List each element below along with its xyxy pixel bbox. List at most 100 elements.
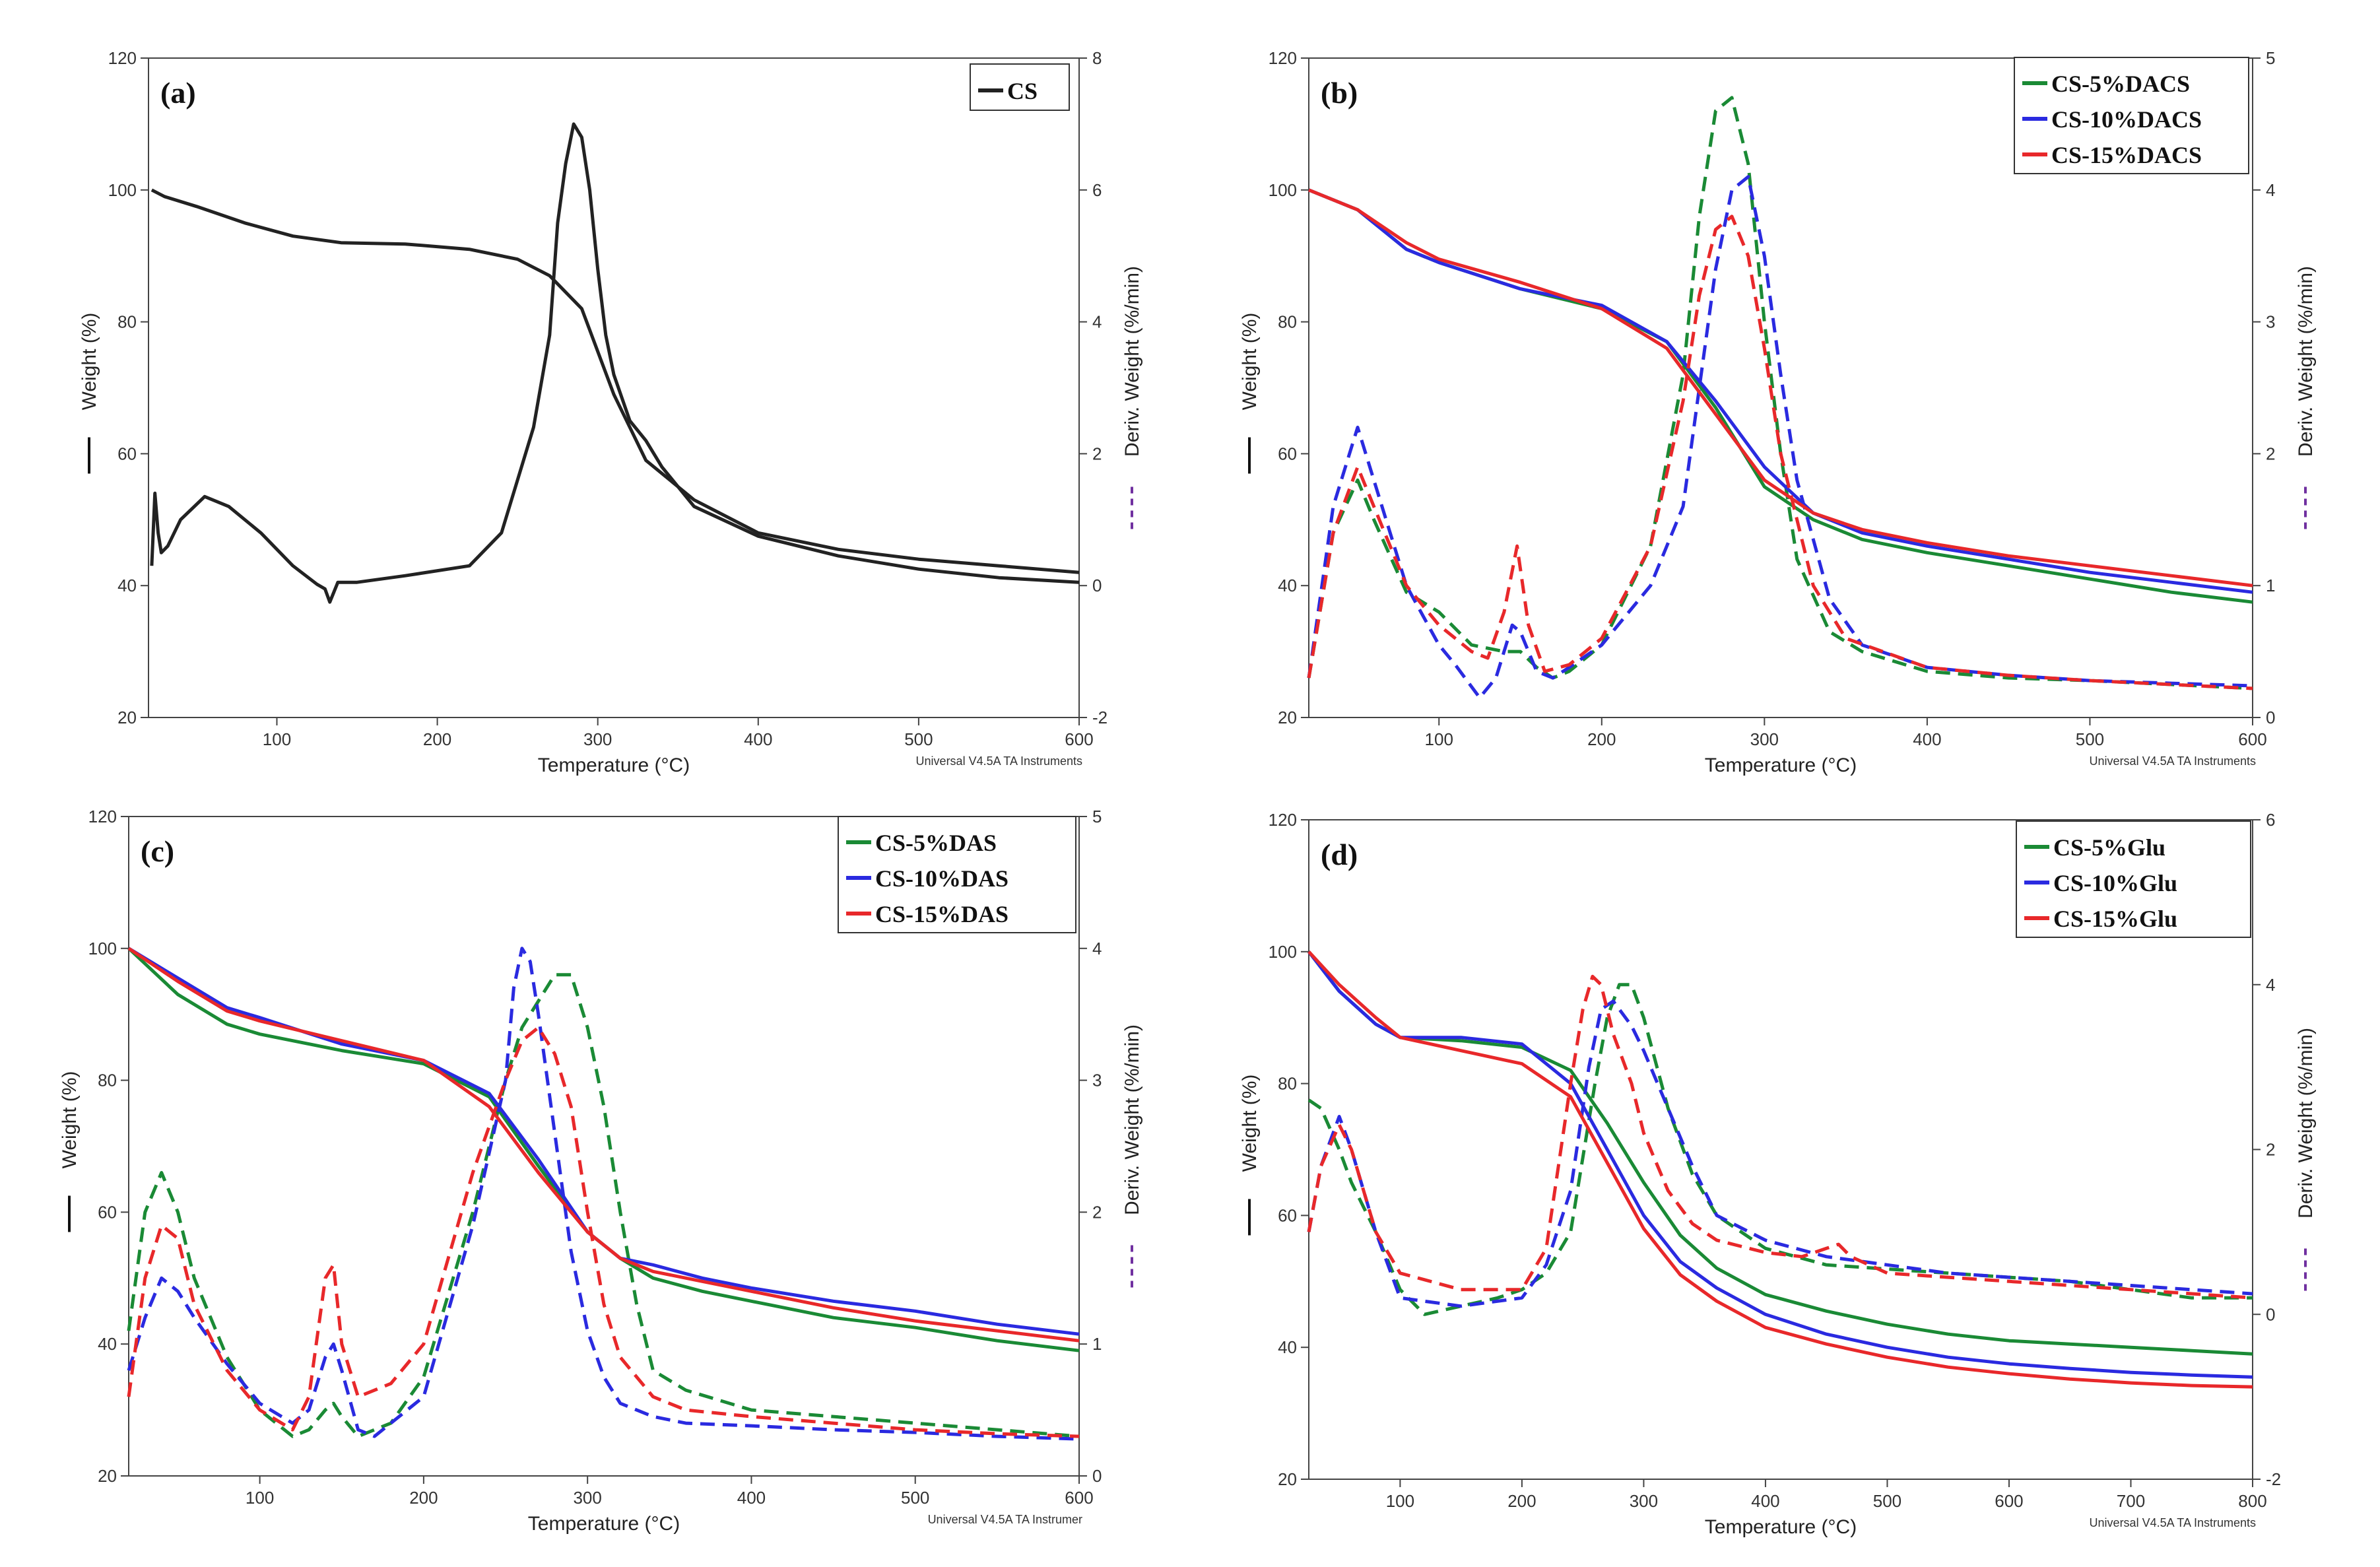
deriv-curve-cs-15-das xyxy=(127,1026,1080,1438)
y2-axis-label: Deriv. Weight (%/min) xyxy=(2295,266,2317,457)
y2-tick-label: 2 xyxy=(2266,444,2275,463)
x-axis-label: Temperature (°C) xyxy=(1705,754,1857,776)
chart-panel-c: 100 200 300 400 500 600 20 40 60 80 100 120 0 1 2 3 4 5 Te… xyxy=(59,807,1143,1535)
y-tick-label: 60 xyxy=(1278,444,1297,463)
y2-tick-label: 4 xyxy=(2266,180,2275,200)
weight-curve-cs-10-das xyxy=(127,947,1080,1336)
y2-tick-label: -2 xyxy=(1092,708,1107,727)
y-tick-label: 20 xyxy=(1278,1469,1297,1489)
y-tick-label: 40 xyxy=(1278,576,1297,595)
y-tick-label: 120 xyxy=(108,48,137,68)
y2-axis-label: Deriv. Weight (%/min) xyxy=(1121,266,1143,457)
legend-label: CS-15%Glu xyxy=(2053,906,2177,932)
x-tick-label: 200 xyxy=(1507,1491,1536,1511)
x-tick-label: 300 xyxy=(583,729,612,749)
y-tick-label: 20 xyxy=(1278,708,1297,727)
weight-curve-cs-5-dacs xyxy=(1308,188,2253,604)
y2-tick-label: 2 xyxy=(1092,1202,1102,1222)
chart-panel-a: 100 200 300 400 500 600 20 40 60 80 100 120 -2 0 2 4 6 8 T… xyxy=(79,48,1143,776)
y2-axis-label: Deriv. Weight (%/min) xyxy=(2295,1028,2317,1218)
x-tick-label: 200 xyxy=(423,729,451,749)
legend-label: CS-5%DAS xyxy=(875,830,997,856)
y-tick-label: 60 xyxy=(1278,1205,1297,1225)
x-tick-label: 700 xyxy=(2117,1491,2145,1511)
y-axis-label: Weight (%) xyxy=(1239,313,1261,411)
y-tick-label: 100 xyxy=(1269,942,1297,962)
y-tick-label: 120 xyxy=(1269,810,1297,830)
plot-frame xyxy=(128,816,1080,1477)
y-tick-label: 100 xyxy=(88,939,117,958)
x-tick-label: 200 xyxy=(1587,729,1616,749)
weight-curve-cs-5-glu xyxy=(1307,950,2253,1356)
deriv-curve-cs-15-glu xyxy=(1307,974,2253,1300)
y2-tick-label: 6 xyxy=(2266,810,2275,830)
plot-frame xyxy=(1308,57,2253,718)
deriv-curve-cs-5-glu xyxy=(1307,983,2253,1316)
x-tick-label: 500 xyxy=(904,729,933,749)
y-tick-label: 100 xyxy=(1269,180,1297,200)
weight-curve-cs-15-glu xyxy=(1307,950,2253,1389)
x-tick-label: 400 xyxy=(1913,729,1941,749)
x-tick-label: 300 xyxy=(1750,729,1779,749)
y2-tick-label: 6 xyxy=(1092,180,1102,200)
y2-tick-label: 5 xyxy=(2266,48,2275,68)
y2-tick-label: 8 xyxy=(1092,48,1102,68)
y2-tick-label: 0 xyxy=(1092,1466,1102,1486)
x-axis-label: Temperature (°C) xyxy=(528,1513,680,1535)
x-tick-label: 400 xyxy=(744,729,772,749)
plot-frame xyxy=(148,57,1080,718)
y-tick-label: 120 xyxy=(88,807,117,826)
deriv-curve-cs-15-dacs xyxy=(1307,215,2253,690)
y2-tick-label: 1 xyxy=(2266,576,2275,595)
x-tick-label: 100 xyxy=(263,729,291,749)
x-tick-label: 400 xyxy=(1751,1491,1779,1511)
y2-tick-label: 0 xyxy=(2266,1304,2275,1324)
x-axis-label: Temperature (°C) xyxy=(538,754,690,776)
y-tick-label: 60 xyxy=(117,444,137,463)
x-tick-label: 600 xyxy=(1995,1491,2023,1511)
instrument-footer: Universal V4.5A TA Instruments xyxy=(2090,754,2256,768)
legend-label: CS-5%DACS xyxy=(2051,71,2190,97)
y2-tick-label: 4 xyxy=(1092,312,1102,332)
chart-panel-b: 100 200 300 400 500 600 20 40 60 80 100 120 0 1 2 3 4 5 Te… xyxy=(1239,48,2317,776)
y-tick-label: 80 xyxy=(1278,1074,1297,1094)
y-axis-label: Weight (%) xyxy=(59,1071,81,1169)
y-tick-label: 120 xyxy=(1269,48,1297,68)
panel-label: (c) xyxy=(141,834,174,868)
legend-label: CS-10%Glu xyxy=(2053,870,2177,896)
y-tick-label: 60 xyxy=(98,1202,117,1222)
y2-tick-label: 1 xyxy=(1092,1334,1102,1354)
y2-tick-label: 0 xyxy=(1092,576,1102,595)
x-tick-label: 100 xyxy=(1386,1491,1414,1511)
x-tick-label: 500 xyxy=(2076,729,2104,749)
legend-label: CS-10%DACS xyxy=(2051,106,2202,133)
deriv-curve-cs-5-dacs xyxy=(1307,96,2253,690)
y2-tick-label: 3 xyxy=(2266,312,2275,332)
deriv-curve-cs-10-dacs xyxy=(1307,175,2253,700)
x-tick-label: 100 xyxy=(1425,729,1453,749)
legend-box xyxy=(970,63,1070,111)
y-tick-label: 20 xyxy=(98,1466,117,1486)
y2-tick-label: 2 xyxy=(2266,1140,2275,1160)
x-axis-label: Temperature (°C) xyxy=(1705,1516,1857,1538)
y2-tick-label: 5 xyxy=(1092,807,1102,826)
instrument-footer: Universal V4.5A TA Instrumer xyxy=(928,1513,1082,1526)
instrument-footer: Universal V4.5A TA Instruments xyxy=(2090,1516,2256,1529)
legend-box xyxy=(2016,820,2251,938)
legend-label: CS-15%DACS xyxy=(2051,142,2202,168)
legend-label: CS xyxy=(1007,78,1038,104)
instrument-footer: Universal V4.5A TA Instruments xyxy=(916,754,1082,768)
x-tick-label: 200 xyxy=(409,1488,438,1508)
y-tick-label: 40 xyxy=(1278,1337,1297,1357)
y2-tick-label: -2 xyxy=(2266,1469,2281,1489)
x-tick-label: 500 xyxy=(1873,1491,1901,1511)
y2-axis-label: Deriv. Weight (%/min) xyxy=(1121,1024,1143,1215)
y2-tick-label: 2 xyxy=(1092,444,1102,463)
y-tick-label: 20 xyxy=(117,708,137,727)
y-axis-label: Weight (%) xyxy=(79,313,100,411)
x-tick-label: 100 xyxy=(246,1488,274,1508)
weight-curve-cs-10-dacs xyxy=(1308,188,2253,594)
weight-curve-cs xyxy=(150,188,1080,574)
x-tick-label: 600 xyxy=(1065,729,1093,749)
